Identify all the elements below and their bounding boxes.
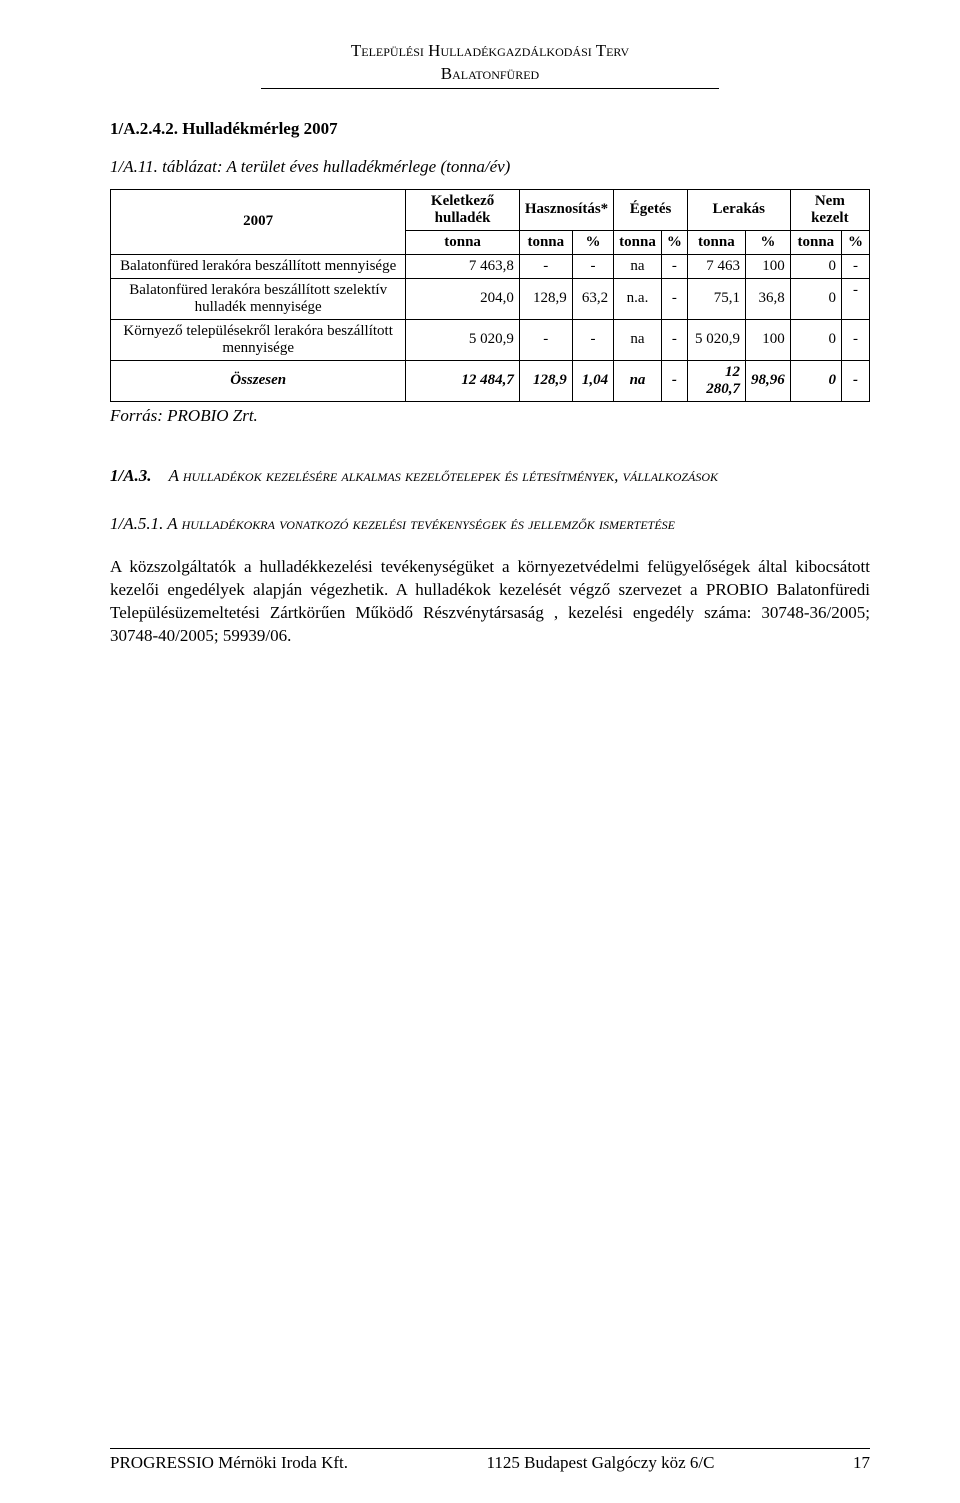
cell: 0 [790,360,841,401]
cell: - [842,360,870,401]
table-row: Balatonfüred lerakóra beszállított szele… [111,278,870,319]
cell: - [842,254,870,278]
cell: - [661,360,687,401]
cell: 0 [790,254,841,278]
cell: na [614,319,662,360]
table-source: Forrás: PROBIO Zrt. [110,406,870,426]
table-corner: 2007 [111,189,406,254]
cell: - [572,254,613,278]
cell: 128,9 [519,360,572,401]
document-header: Települési Hulladékgazdálkodási Terv Bal… [110,40,870,89]
cell: 0 [790,319,841,360]
th-egetes: Égetés [614,189,688,230]
row-label: Környező településekről lerakóra beszáll… [111,319,406,360]
cell: 128,9 [519,278,572,319]
page: Települési Hulladékgazdálkodási Terv Bal… [0,0,960,1503]
cell: 5 020,9 [406,319,520,360]
th-unit: tonna [790,230,841,254]
section-2-rest: A hulladékok kezelésére alkalmas kezelőt… [169,466,718,485]
cell: 1,04 [572,360,613,401]
row-label: Balatonfüred lerakóra beszállított menny… [111,254,406,278]
section-heading-2: 1/A.3. A hulladékok kezelésére alkalmas … [110,466,870,486]
cell: na [614,254,662,278]
cell: 12 484,7 [406,360,520,401]
th-unit: % [745,230,790,254]
cell: - [661,278,687,319]
cell: - [661,254,687,278]
th-keletkezo: Keletkező hulladék [406,189,520,230]
table-row: Balatonfüred lerakóra beszállított menny… [111,254,870,278]
th-unit: tonna [519,230,572,254]
cell: 7 463,8 [406,254,520,278]
cell: 100 [745,254,790,278]
cell: - [519,319,572,360]
th-hasznositas: Hasznosítás* [519,189,613,230]
totals-label: Összesen [111,360,406,401]
body-paragraph: A közszolgáltatók a hulladékkezelési tev… [110,556,870,648]
cell: 0 [790,278,841,319]
page-footer: PROGRESSIO Mérnöki Iroda Kft. 1125 Budap… [110,1448,870,1473]
footer-left: PROGRESSIO Mérnöki Iroda Kft. [110,1453,348,1473]
section-heading-3: 1/A.5.1. A hulladékokra vonatkozó kezelé… [110,514,870,534]
cell: n.a. [614,278,662,319]
cell: 98,96 [745,360,790,401]
cell: na [614,360,662,401]
footer-center: 1125 Budapest Galgóczy köz 6/C [487,1453,715,1473]
cell: - [661,319,687,360]
table-caption: 1/A.11. táblázat: A terület éves hulladé… [110,157,870,177]
th-lerakas: Lerakás [687,189,790,230]
table-header-row-1: 2007 Keletkező hulladék Hasznosítás* Ége… [111,189,870,230]
cell: 12 280,7 [687,360,745,401]
table-row: Környező településekről lerakóra beszáll… [111,319,870,360]
doc-header-line1: Települési Hulladékgazdálkodási Terv [110,40,870,63]
section-2-lead: 1/A.3. [110,466,152,485]
cell: 36,8 [745,278,790,319]
footer-page-number: 17 [853,1453,870,1473]
waste-balance-table: 2007 Keletkező hulladék Hasznosítás* Ége… [110,189,870,402]
table-totals-row: Összesen 12 484,7 128,9 1,04 na - 12 280… [111,360,870,401]
th-unit: % [661,230,687,254]
cell: - [572,319,613,360]
cell: - [842,319,870,360]
section-heading-1: 1/A.2.4.2. Hulladékmérleg 2007 [110,119,870,139]
th-unit: tonna [687,230,745,254]
cell: - [519,254,572,278]
th-unit: % [842,230,870,254]
cell: 5 020,9 [687,319,745,360]
th-unit: % [572,230,613,254]
row-label: Balatonfüred lerakóra beszállított szele… [111,278,406,319]
th-nemkezelt: Nem kezelt [790,189,869,230]
cell: 204,0 [406,278,520,319]
th-unit: tonna [614,230,662,254]
cell: 63,2 [572,278,613,319]
doc-header-line2: Balatonfüred [261,63,719,89]
cell: 75,1 [687,278,745,319]
th-unit: tonna [406,230,520,254]
cell: 100 [745,319,790,360]
cell: - [842,278,870,319]
cell: 7 463 [687,254,745,278]
